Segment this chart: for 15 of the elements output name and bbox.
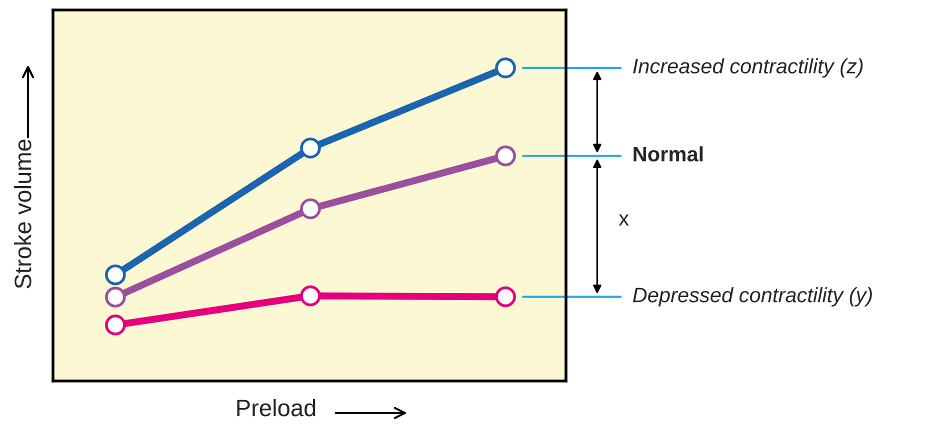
x-axis-title: Preload xyxy=(237,398,316,416)
point xyxy=(105,286,126,308)
text: Depressed contractility (y) xyxy=(632,287,872,306)
text: x xyxy=(618,214,629,226)
text: Increased contractility (z) xyxy=(633,58,863,78)
point xyxy=(300,198,321,220)
point xyxy=(495,58,516,78)
point xyxy=(495,286,516,308)
text: Normal xyxy=(634,146,703,162)
point xyxy=(495,145,516,166)
point xyxy=(105,314,126,336)
point xyxy=(300,285,321,306)
y-axis-title: Stroke volume xyxy=(14,140,32,288)
point xyxy=(105,264,126,286)
point xyxy=(300,138,321,158)
